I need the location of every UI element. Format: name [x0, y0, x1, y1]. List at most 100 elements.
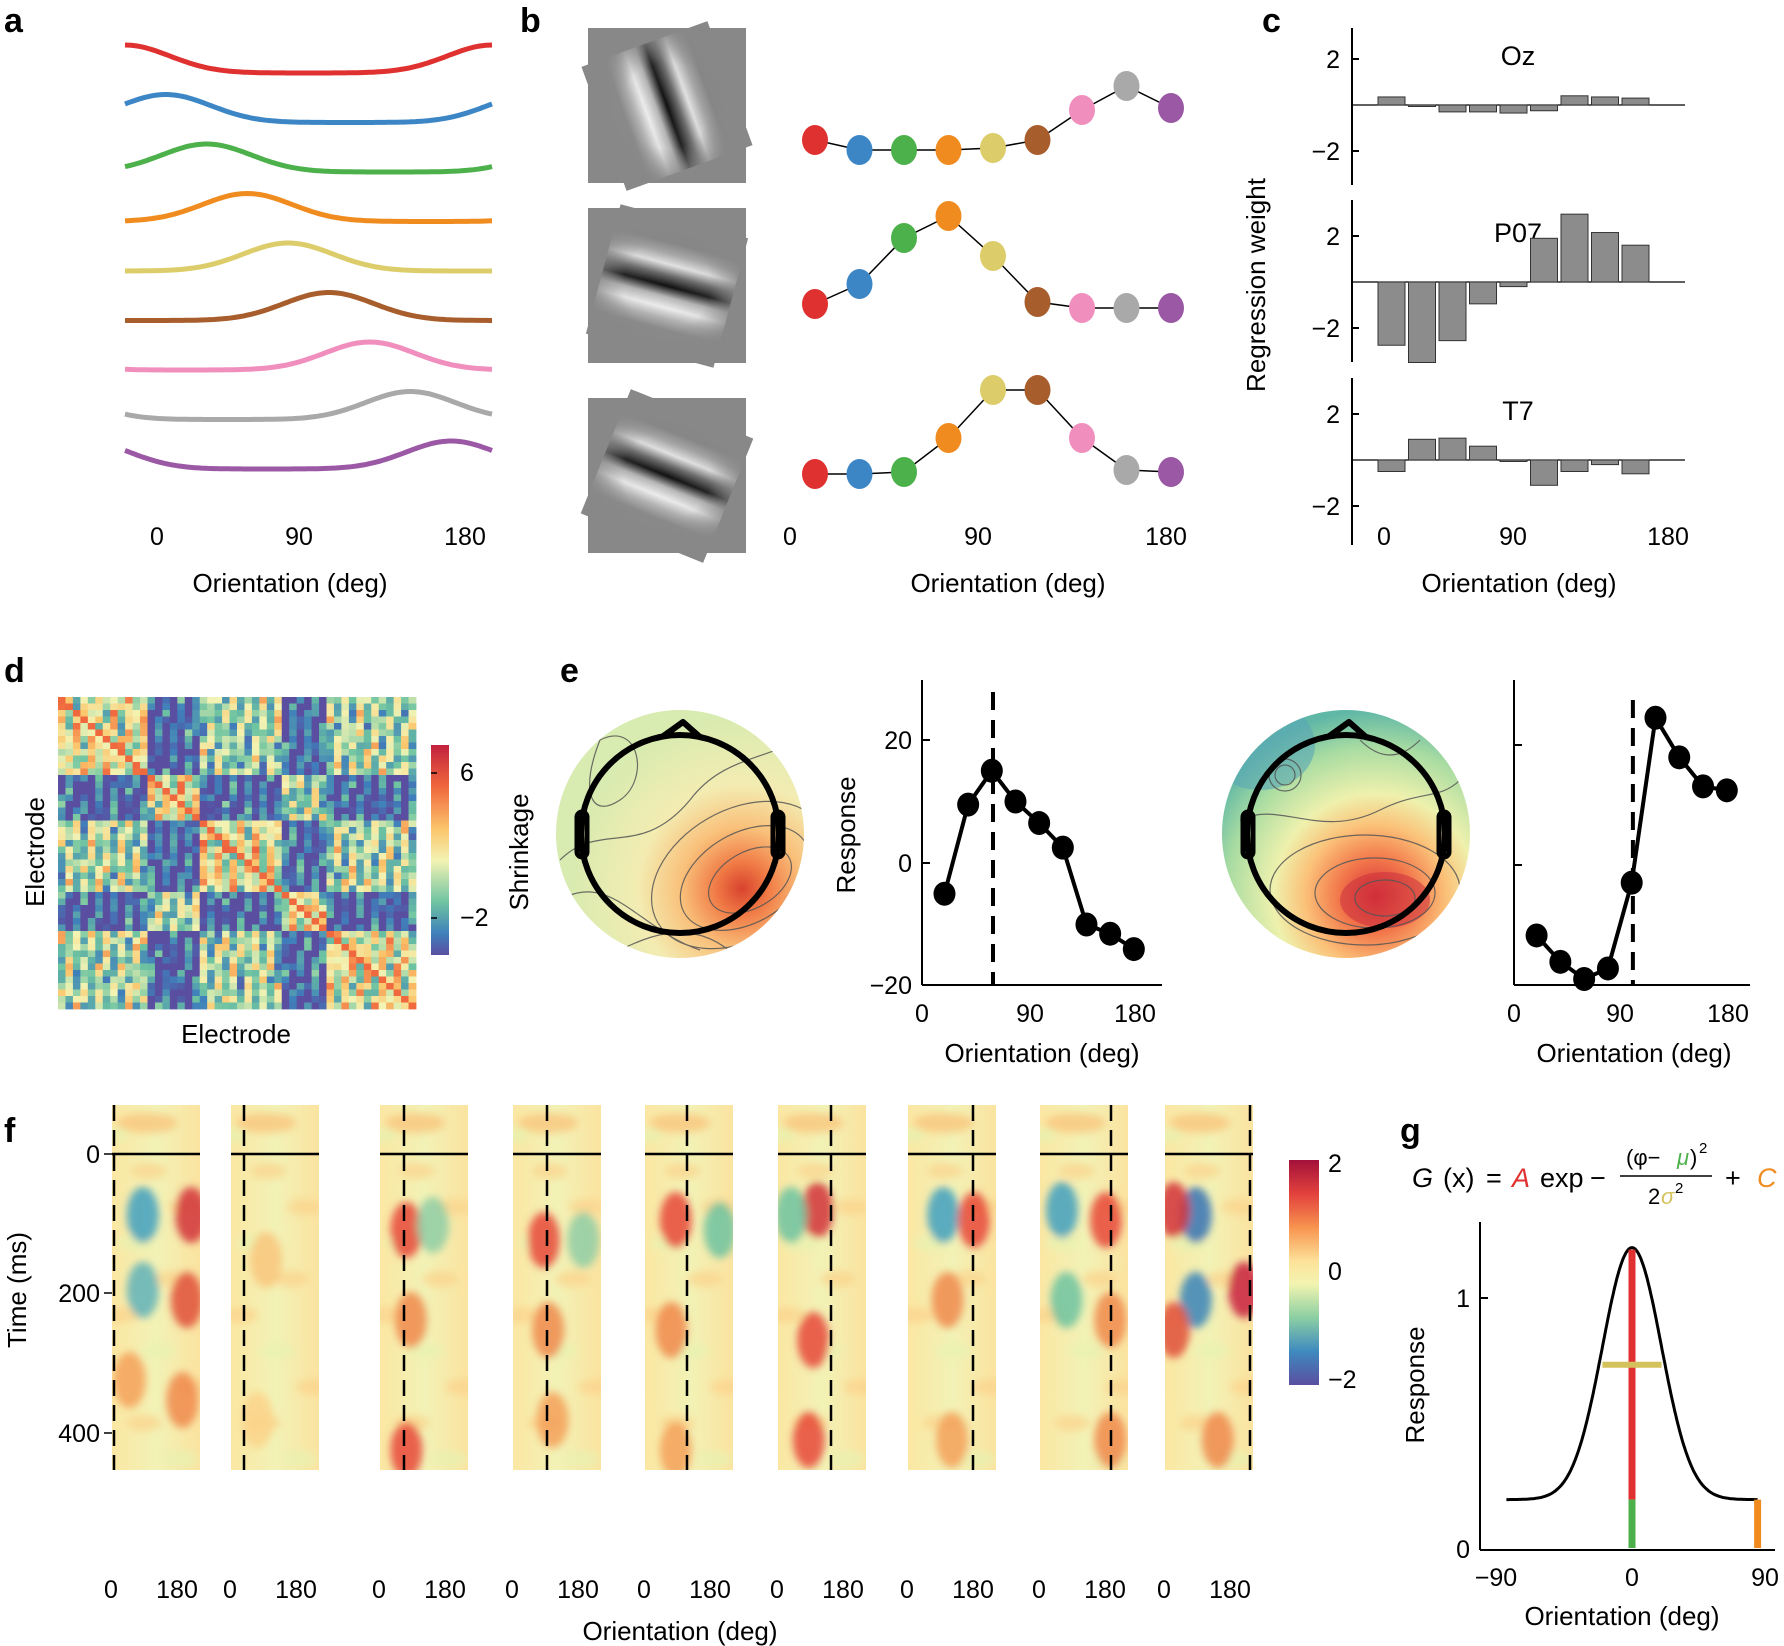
d-cell [319, 801, 327, 808]
d-cell [214, 976, 223, 984]
d-cell [326, 976, 335, 984]
f-stripe [513, 1307, 540, 1323]
d-cell [65, 918, 74, 925]
d-cell [289, 742, 298, 750]
d-cell [237, 892, 245, 899]
d-cell [281, 807, 290, 815]
d-cell [304, 801, 312, 808]
d-cell [132, 905, 141, 912]
d-cell [58, 983, 66, 990]
f-stripe [431, 1451, 467, 1467]
f-xtick-0-4: 0 [637, 1576, 651, 1604]
d-cell [341, 768, 350, 776]
d-cell [154, 963, 163, 971]
d-cell [80, 853, 89, 860]
d-cell [304, 976, 312, 984]
d-cell [266, 775, 275, 782]
d-cell [319, 872, 327, 880]
d-cell [72, 775, 81, 782]
d-cell [154, 794, 163, 802]
f-stripe [696, 1451, 732, 1467]
d-cell [371, 970, 380, 977]
d-cell [244, 814, 253, 821]
d-cell [244, 723, 253, 730]
d-cell [207, 833, 216, 841]
d-cell [177, 950, 186, 958]
d-cell [281, 723, 290, 730]
d-cell [117, 963, 126, 971]
d-cell [378, 762, 387, 769]
d-cell [341, 853, 350, 860]
e2-point-5 [1644, 705, 1667, 730]
d-cell [162, 957, 171, 964]
d-cell [154, 755, 163, 763]
d-cell [386, 775, 395, 782]
d-cell [378, 918, 387, 925]
d-cell [147, 768, 156, 776]
d-cell [237, 827, 245, 834]
e2-point-6 [1668, 745, 1691, 770]
d-cell [87, 755, 96, 763]
d-cell [356, 1002, 365, 1010]
d-cell [363, 905, 372, 912]
d-cell [333, 950, 342, 958]
d-cell [80, 976, 89, 984]
d-cell [72, 905, 81, 912]
d-cell [341, 885, 350, 893]
d-cell [378, 697, 387, 704]
d-cell [140, 723, 148, 730]
d-cell [140, 697, 148, 704]
d-cell [371, 898, 380, 906]
d-cell [102, 723, 111, 730]
c-bar-2-6 [1560, 459, 1589, 472]
d-cell [311, 814, 320, 821]
d-cell [386, 937, 395, 945]
d-cell [244, 794, 253, 802]
d-cell [95, 833, 104, 841]
d-cell [371, 781, 380, 789]
d-cell [266, 820, 275, 828]
d-cell [333, 885, 342, 893]
d-cell [401, 781, 409, 789]
d-cell [229, 937, 238, 945]
d-cell [259, 762, 268, 769]
d-cell [386, 703, 395, 711]
d-cell [266, 970, 275, 977]
d-cell [244, 924, 253, 932]
d-cell [154, 931, 163, 938]
f-stripe [834, 1199, 866, 1215]
d-cell [72, 749, 81, 756]
c-electrode-label-0: Oz [1501, 41, 1536, 71]
d-cell [237, 924, 245, 932]
d-cell [177, 716, 186, 724]
f-blob [703, 1202, 733, 1258]
d-cell [319, 781, 327, 789]
d-cell [251, 703, 260, 711]
d-cell [162, 801, 171, 808]
d-cell [147, 937, 156, 945]
d-cell [341, 924, 350, 932]
d-cell [207, 1002, 216, 1010]
d-cell [177, 931, 186, 938]
d-cell [58, 853, 66, 860]
d-cell [319, 963, 327, 971]
d-cell [363, 749, 372, 756]
d-cell [95, 736, 104, 743]
d-cell [274, 931, 283, 938]
d-cell [162, 905, 171, 912]
f-top-blob [650, 1113, 711, 1133]
d-cell [65, 905, 74, 912]
d-cell [229, 840, 238, 847]
d-cell [229, 905, 238, 912]
d-cell [95, 983, 104, 990]
d-cell [333, 846, 342, 854]
d-cell [110, 807, 119, 815]
d-cell [333, 762, 342, 769]
d-cell [140, 996, 148, 1003]
d-cell [371, 775, 380, 782]
d-cell [296, 846, 305, 854]
d-cell [386, 859, 395, 867]
d-cell [169, 755, 178, 763]
d-cell [207, 859, 216, 867]
d-cell [192, 866, 201, 873]
